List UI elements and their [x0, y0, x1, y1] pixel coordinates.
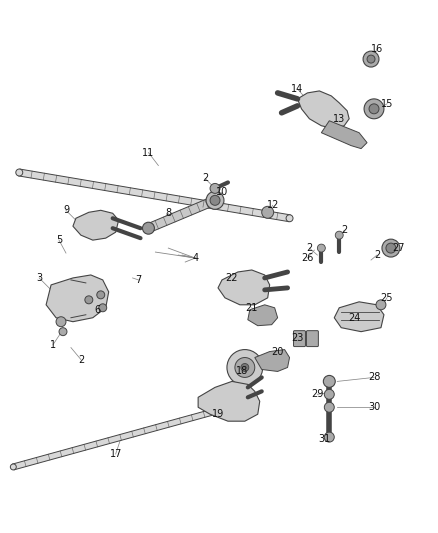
Text: 27: 27 — [392, 243, 405, 253]
Circle shape — [376, 300, 386, 310]
Polygon shape — [297, 91, 349, 129]
Text: 2: 2 — [341, 225, 347, 235]
Text: 2: 2 — [374, 250, 380, 260]
Text: 19: 19 — [212, 409, 224, 419]
Text: 10: 10 — [216, 188, 228, 197]
Text: 26: 26 — [301, 253, 314, 263]
Circle shape — [386, 243, 396, 253]
Text: 29: 29 — [311, 389, 324, 399]
Circle shape — [11, 464, 16, 470]
Circle shape — [324, 389, 334, 399]
Text: 3: 3 — [36, 273, 42, 283]
Circle shape — [59, 328, 67, 336]
Circle shape — [211, 196, 219, 205]
Circle shape — [99, 304, 107, 312]
Text: 20: 20 — [272, 346, 284, 357]
Circle shape — [318, 244, 325, 252]
Text: 1: 1 — [50, 340, 56, 350]
Circle shape — [210, 196, 220, 205]
FancyBboxPatch shape — [293, 330, 305, 346]
Circle shape — [227, 350, 263, 385]
Circle shape — [56, 317, 66, 327]
Circle shape — [142, 222, 155, 234]
Text: 22: 22 — [226, 273, 238, 283]
Text: 12: 12 — [266, 200, 279, 211]
Polygon shape — [321, 121, 367, 149]
Polygon shape — [198, 382, 260, 421]
Polygon shape — [334, 302, 384, 332]
Circle shape — [16, 169, 23, 176]
Text: 15: 15 — [381, 99, 393, 109]
Text: 4: 4 — [192, 253, 198, 263]
FancyBboxPatch shape — [307, 330, 318, 346]
Circle shape — [324, 402, 334, 412]
Circle shape — [364, 99, 384, 119]
Circle shape — [324, 432, 334, 442]
Polygon shape — [13, 398, 253, 470]
Text: 8: 8 — [165, 208, 171, 219]
Text: 25: 25 — [381, 293, 393, 303]
Polygon shape — [255, 350, 290, 372]
Circle shape — [249, 398, 255, 404]
Text: 16: 16 — [371, 44, 383, 54]
Circle shape — [97, 291, 105, 299]
Circle shape — [235, 358, 255, 377]
Circle shape — [367, 55, 375, 63]
Text: 7: 7 — [135, 275, 141, 285]
Polygon shape — [147, 196, 217, 232]
Circle shape — [323, 375, 335, 387]
Text: 11: 11 — [142, 148, 155, 158]
Text: 5: 5 — [56, 235, 62, 245]
Circle shape — [286, 215, 293, 222]
Circle shape — [241, 364, 249, 372]
Circle shape — [144, 224, 153, 233]
Text: 31: 31 — [318, 434, 330, 444]
Text: 6: 6 — [95, 305, 101, 315]
Circle shape — [210, 183, 220, 193]
Polygon shape — [19, 169, 290, 222]
Polygon shape — [46, 275, 109, 322]
Polygon shape — [218, 270, 270, 305]
Text: 18: 18 — [236, 367, 248, 376]
Text: 28: 28 — [368, 373, 380, 382]
Circle shape — [363, 51, 379, 67]
Text: 23: 23 — [291, 333, 304, 343]
Text: 13: 13 — [333, 114, 345, 124]
Text: 9: 9 — [63, 205, 69, 215]
Text: 14: 14 — [291, 84, 304, 94]
Circle shape — [382, 239, 400, 257]
Polygon shape — [248, 305, 278, 326]
Text: 2: 2 — [78, 354, 84, 365]
Circle shape — [85, 296, 93, 304]
Text: 2: 2 — [306, 243, 313, 253]
Text: 2: 2 — [202, 173, 208, 183]
Circle shape — [262, 206, 274, 218]
Circle shape — [335, 231, 343, 239]
Circle shape — [206, 191, 224, 209]
Circle shape — [369, 104, 379, 114]
Polygon shape — [73, 211, 119, 240]
Text: 24: 24 — [348, 313, 360, 323]
Text: 21: 21 — [246, 303, 258, 313]
Text: 17: 17 — [110, 449, 122, 459]
Text: 30: 30 — [368, 402, 380, 412]
